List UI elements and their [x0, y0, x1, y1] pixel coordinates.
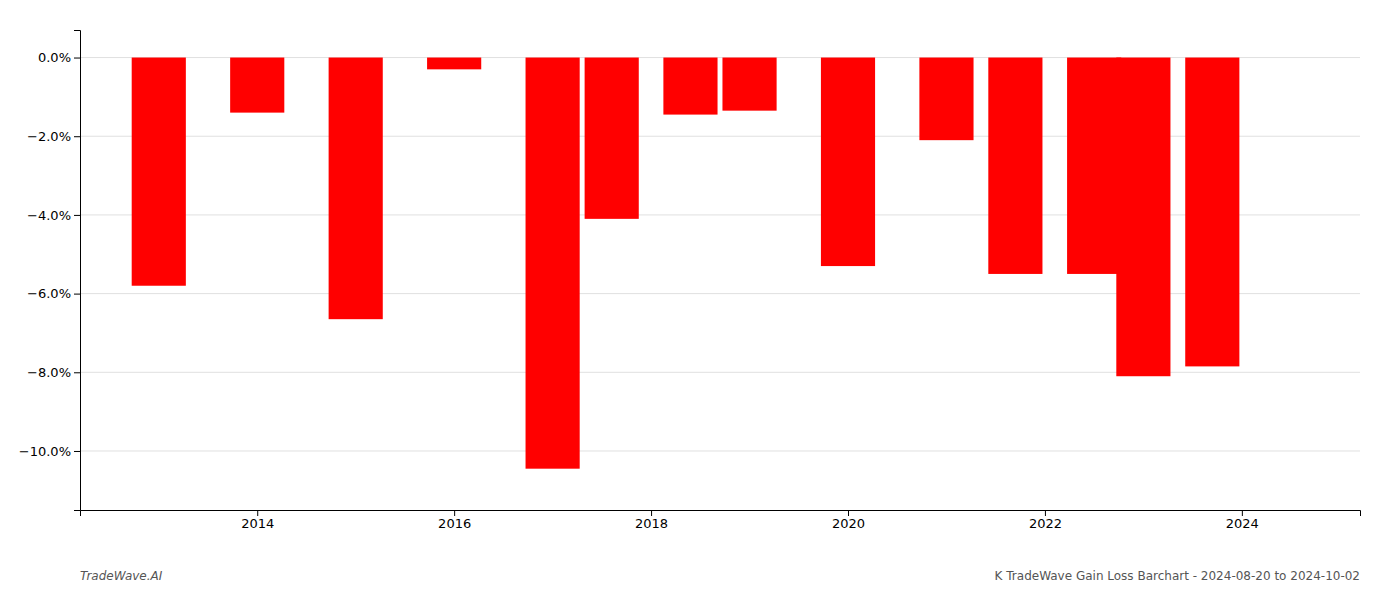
plot: 0.0%−2.0%−4.0%−6.0%−8.0%−10.0%2014201620… [19, 31, 1361, 532]
x-tick: 2016 [438, 510, 471, 531]
y-tick-mark [74, 294, 80, 295]
x-axis-line [81, 511, 1361, 517]
x-tick-label: 2024 [1226, 516, 1259, 531]
x-tick-label: 2016 [438, 516, 471, 531]
bar [1116, 58, 1170, 377]
bar [663, 58, 717, 115]
y-tick: −8.0% [27, 365, 80, 380]
bar [1067, 58, 1121, 274]
x-tick: 2018 [635, 510, 668, 531]
x-tick-mark [848, 510, 849, 516]
x-tick-mark [454, 510, 455, 516]
chart: 0.0%−2.0%−4.0%−6.0%−8.0%−10.0%2014201620… [0, 0, 1400, 600]
y-tick-label: −6.0% [27, 286, 71, 301]
y-tick-label: −8.0% [27, 365, 71, 380]
y-tick: −4.0% [27, 208, 80, 223]
y-tick-label: −4.0% [27, 208, 71, 223]
bar [919, 58, 973, 141]
y-tick-label: −10.0% [19, 444, 71, 459]
y-tick-mark [74, 215, 80, 216]
bar [1185, 58, 1239, 367]
x-tick-mark [257, 510, 258, 516]
bars [132, 58, 1240, 469]
bar [526, 58, 580, 469]
y-tick-label: −2.0% [27, 129, 71, 144]
y-tick-mark [74, 136, 80, 137]
y-tick-mark [74, 451, 80, 452]
x-tick-label: 2020 [832, 516, 865, 531]
y-tick-mark [74, 372, 80, 373]
bar [329, 58, 383, 320]
y-tick: 0.0% [38, 50, 80, 65]
x-tick: 2020 [832, 510, 865, 531]
bar [132, 58, 186, 286]
y-tick: −2.0% [27, 129, 80, 144]
bar [722, 58, 776, 111]
y-tick-mark [74, 58, 80, 59]
x-tick-label: 2022 [1029, 516, 1062, 531]
y-axis-line [74, 31, 81, 511]
annotation: TradeWave.AI [80, 569, 163, 583]
y-tick: −6.0% [27, 286, 80, 301]
x-tick-mark [1242, 510, 1243, 516]
x-tick: 2022 [1029, 510, 1062, 531]
bar [427, 58, 481, 70]
x-tick: 2014 [241, 510, 274, 531]
grid-line [80, 450, 1360, 451]
x-tick: 2024 [1226, 510, 1259, 531]
grid [80, 58, 1360, 451]
y-tick: −10.0% [19, 444, 80, 459]
x-tick-mark [1045, 510, 1046, 516]
x-tick-label: 2018 [635, 516, 668, 531]
bar [821, 58, 875, 267]
x-tick-mark [651, 510, 652, 516]
y-axis: 0.0% −2.0% −4.0% −6.0% −8.0% −10.0% [19, 31, 81, 511]
x-tick-label: 2014 [241, 516, 274, 531]
annotation: K TradeWave Gain Loss Barchart - 2024-08… [995, 569, 1360, 583]
bar [585, 58, 639, 219]
bar [230, 58, 284, 113]
x-axis: 2014 2016 2018 2020 2022 2024 [81, 510, 1361, 531]
bar [988, 58, 1042, 274]
y-tick-label: 0.0% [38, 50, 71, 65]
